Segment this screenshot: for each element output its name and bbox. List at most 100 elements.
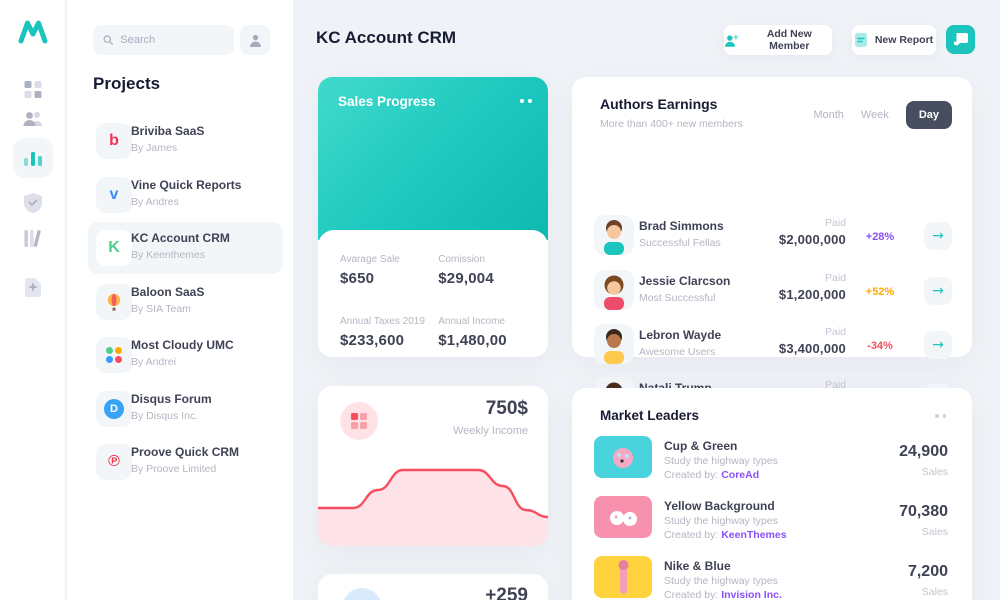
paid-amount: $2,000,000: [778, 232, 846, 247]
creator-link[interactable]: CoreAd: [721, 469, 760, 481]
product-desc: Study the highway types: [664, 515, 778, 527]
profile-button[interactable]: [240, 25, 270, 55]
product-thumbnail: [594, 496, 652, 538]
market-leaders-title: Market Leaders: [600, 408, 700, 423]
tab-month[interactable]: Month: [813, 109, 844, 121]
projects-section-title: Projects: [93, 74, 161, 93]
project-item-briviba-saas[interactable]: b Briviba SaaS By James: [88, 115, 283, 167]
paid-block: Paid $2,000,000: [746, 217, 846, 247]
project-name: KC Account CRM: [131, 231, 230, 245]
apps-grid-icon: [340, 402, 378, 440]
stat-annual-income: Annual Income $1,480,00: [438, 315, 507, 349]
product-desc: Study the highway types: [664, 455, 778, 467]
project-author: By James: [131, 142, 178, 154]
shield-check-icon[interactable]: [23, 193, 42, 213]
briviba-logo-icon: b: [96, 123, 132, 159]
project-author: By Andrei: [131, 356, 176, 368]
disqus-logo-icon: D: [96, 391, 132, 427]
avatar: [594, 215, 634, 255]
sales-count: 70,380: [899, 503, 948, 520]
row-arrow-button[interactable]: →: [924, 331, 952, 359]
library-icon[interactable]: [24, 229, 41, 248]
chat-bubble-icon: [954, 32, 968, 46]
chat-button[interactable]: [946, 25, 975, 54]
search-input[interactable]: [120, 34, 224, 46]
add-new-member-button[interactable]: Add New Member: [724, 25, 832, 55]
project-item-disqus-forum[interactable]: D Disqus Forum By Disqus Inc.: [88, 383, 283, 435]
author-name: Jessie Clarcson: [639, 274, 731, 288]
sales-chart-area: Sales Progress: [318, 77, 548, 240]
bar-chart-icon: [23, 152, 42, 166]
app-logo-icon[interactable]: [18, 20, 48, 44]
paid-amount: $1,200,000: [778, 287, 846, 302]
person-icon: [249, 34, 261, 47]
product-desc: Study the highway types: [664, 575, 778, 587]
new-file-icon[interactable]: [24, 278, 41, 297]
tab-week[interactable]: Week: [860, 109, 889, 121]
kc-logo-icon: K: [96, 230, 132, 266]
tab-day[interactable]: Day: [905, 101, 952, 129]
authors-earnings-card: Authors Earnings More than 400+ new memb…: [572, 77, 972, 417]
author-row-jessie-clarcson[interactable]: Jessie Clarcson Most Successful Paid $1,…: [594, 267, 952, 317]
project-name: Baloon SaaS: [131, 285, 205, 299]
project-author: By SIA Team: [131, 303, 191, 315]
stat-annual-taxes: Annual Taxes 2019 $233,600: [340, 315, 425, 349]
project-name: Vine Quick Reports: [131, 178, 242, 192]
project-name: Disqus Forum: [131, 392, 212, 406]
search-icon: [103, 35, 114, 45]
market-row-yellow-background[interactable]: Yellow Background Study the highway type…: [594, 496, 948, 548]
author-row-brad-simmons[interactable]: Brad Simmons Successful Fellas Paid $2,0…: [594, 212, 952, 262]
market-row-cup-and-green[interactable]: Cup & Green Study the highway types Crea…: [594, 436, 948, 488]
weekly-income-value: 750$: [485, 398, 528, 419]
weekly-area-line: [318, 468, 548, 519]
weekly-income-card: 750$ Weekly Income: [318, 386, 548, 546]
partial-stat-card: +259: [318, 574, 548, 600]
paid-amount: $3,400,000: [778, 341, 846, 356]
person-plus-icon: [724, 33, 739, 47]
more-menu-icon[interactable]: [935, 414, 946, 418]
project-author: By Keenthemes: [131, 249, 206, 261]
author-desc: Successful Fellas: [639, 237, 721, 249]
project-item-vine-quick-reports[interactable]: v Vine Quick Reports By Andres: [88, 169, 283, 221]
author-desc: Awesome Users: [639, 346, 716, 358]
sales-progress-title: Sales Progress: [338, 94, 436, 109]
weekly-area-fill: [318, 470, 548, 546]
product-title: Nike & Blue: [664, 559, 731, 573]
author-row-lebron-wayde[interactable]: Lebron Wayde Awesome Users Paid $3,400,0…: [594, 321, 952, 371]
sales-bars-chart: [334, 122, 532, 240]
sales-count: 7,200: [907, 563, 948, 580]
creator-link[interactable]: Invision Inc.: [721, 589, 782, 600]
more-menu-icon[interactable]: [520, 99, 532, 103]
product-title: Cup & Green: [664, 439, 738, 453]
sales-stats: Avarage Sale $650 Comission $29,004 Annu…: [318, 230, 548, 357]
project-item-most-cloudy-umc[interactable]: Most Cloudy UMC By Andrei: [88, 329, 283, 381]
new-report-button[interactable]: New Report: [852, 25, 936, 55]
row-arrow-button[interactable]: →: [924, 277, 952, 305]
stat-comission: Comission $29,004: [438, 254, 494, 287]
paid-block: Paid $1,200,000: [746, 272, 846, 302]
icon-rail: [0, 0, 66, 600]
project-item-kc-account-crm[interactable]: K KC Account CRM By Keenthemes: [88, 222, 283, 274]
creator-link[interactable]: KeenThemes: [721, 529, 787, 541]
author-desc: Most Successful: [639, 292, 716, 304]
project-name: Most Cloudy UMC: [131, 338, 234, 352]
project-name: Proove Quick CRM: [131, 445, 240, 459]
sales-unit: Sales: [921, 586, 948, 598]
project-item-baloon-saas[interactable]: Baloon SaaS By SIA Team: [88, 276, 283, 328]
charts-nav-active[interactable]: [12, 138, 53, 178]
new-report-label: New Report: [874, 34, 934, 46]
weekly-income-label: Weekly Income: [453, 425, 528, 437]
project-item-proove-quick-crm[interactable]: ℗ Proove Quick CRM By Proove Limited: [88, 436, 283, 488]
search-box[interactable]: [93, 25, 234, 55]
authors-earnings-title: Authors Earnings: [600, 96, 718, 112]
row-arrow-button[interactable]: →: [924, 222, 952, 250]
dashboard-grid-icon[interactable]: [24, 81, 41, 98]
market-row-nike-and-blue[interactable]: Nike & Blue Study the highway types Crea…: [594, 556, 948, 600]
product-created-by: Created by: CoreAd: [664, 469, 760, 481]
project-author: By Proove Limited: [131, 463, 217, 475]
users-icon[interactable]: [22, 111, 43, 126]
stat-circle-icon: [342, 588, 382, 600]
proove-logo-icon: ℗: [96, 444, 132, 480]
project-author: By Andres: [131, 196, 179, 208]
